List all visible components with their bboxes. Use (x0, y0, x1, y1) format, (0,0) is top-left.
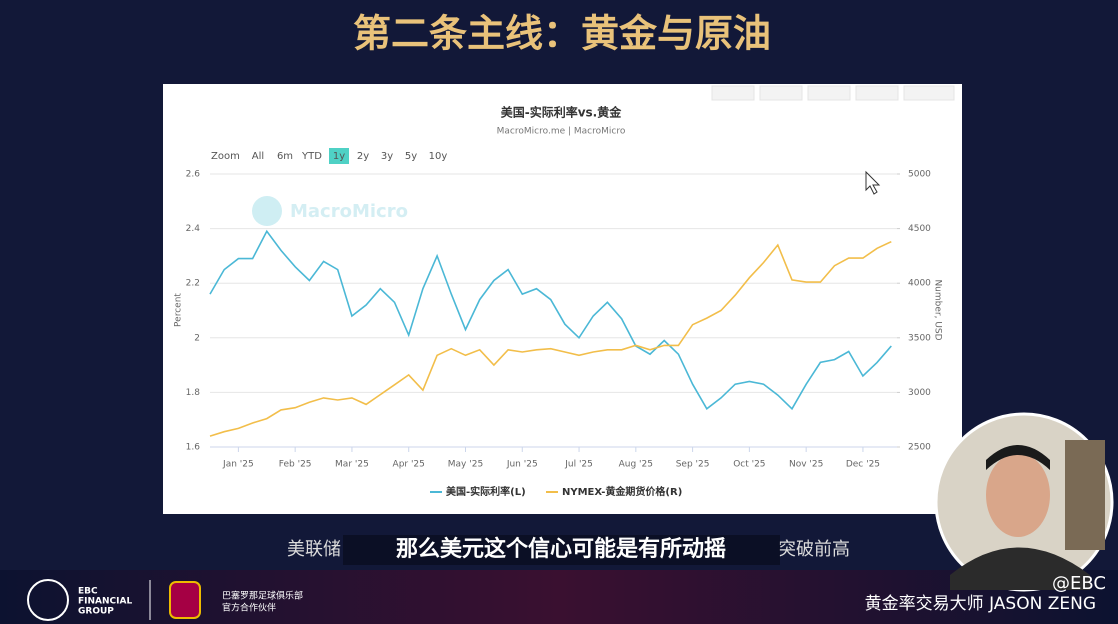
y2-tick-label: 4000 (908, 279, 931, 289)
zoom-button[interactable]: 2y (357, 151, 369, 162)
y2-tick-label: 5000 (908, 170, 931, 180)
chart-subtitle: MacroMicro.me | MacroMicro (497, 127, 626, 137)
brand-text: GROUP (78, 607, 114, 617)
zoom-label: Zoom (211, 151, 240, 162)
zoom-button[interactable]: 10y (429, 151, 448, 162)
y-tick-label: 1.6 (186, 443, 201, 453)
toolbar (711, 85, 955, 101)
series-line (209, 229, 892, 411)
y-tick-label: 2 (194, 333, 200, 343)
caption-behind: 突破前高 (778, 539, 850, 560)
caption: 那么美元这个信心可能是有所动摇 (396, 536, 726, 562)
y-tick-label: 2.4 (186, 224, 201, 234)
caption-behind: 美联储 (287, 539, 341, 560)
x-tick-label: Oct '25 (733, 460, 765, 470)
zoom-button[interactable]: 3y (381, 151, 393, 162)
chart-panel (163, 84, 962, 514)
legend-label: NYMEX-黄金期货价格(R) (562, 485, 682, 498)
presenter: 黄金率交易大师 JASON ZENG (865, 594, 1096, 614)
x-tick-label: May '25 (448, 460, 483, 470)
y-tick-label: 2.6 (186, 170, 201, 180)
y-tick-label: 2.2 (186, 279, 200, 289)
x-tick-label: Jul '25 (564, 460, 593, 470)
zoom-button[interactable]: All (252, 151, 264, 162)
y2-tick-label: 3000 (908, 388, 931, 398)
slide-title: 第二条主线：黄金与原油 (353, 12, 771, 56)
ebc-logo (27, 579, 69, 621)
x-tick-label: Feb '25 (279, 460, 312, 470)
partner-text: 官方合作伙伴 (222, 602, 276, 614)
zoom-button[interactable]: 1y (333, 151, 345, 162)
chart-title: 美国-实际利率vs.黄金 (501, 105, 623, 120)
y-tick-label: 1.8 (186, 388, 201, 398)
partner-text: 巴塞罗那足球俱乐部 (222, 590, 303, 602)
y2-tick-label: 3500 (908, 333, 931, 343)
zoom-button[interactable]: 5y (405, 151, 417, 162)
x-tick-label: Aug '25 (619, 460, 653, 470)
x-tick-label: Nov '25 (789, 460, 823, 470)
zoom-active (329, 148, 349, 164)
zoom-button[interactable]: YTD (301, 151, 322, 162)
y2-axis-title: Number, USD (933, 279, 943, 340)
legend-label: 美国-实际利率(L) (446, 485, 526, 498)
y2-tick-label: 4500 (908, 224, 931, 234)
zoom-button[interactable]: 6m (277, 151, 293, 162)
x-tick-label: Mar '25 (335, 460, 369, 470)
watermark-logo (252, 196, 282, 226)
y2-tick-label: 2500 (908, 443, 931, 453)
caption-bg (343, 535, 780, 565)
x-tick-label: Sep '25 (676, 460, 710, 470)
watermark: MacroMicro (290, 201, 408, 222)
cursor (865, 170, 881, 195)
brand-text: FINANCIAL (78, 597, 132, 607)
x-tick-label: Jan '25 (222, 460, 254, 470)
x-tick-label: Apr '25 (393, 460, 425, 470)
x-tick-label: Jun '25 (506, 460, 538, 470)
barca-logo (169, 581, 201, 619)
x-tick-label: Dec '25 (846, 460, 880, 470)
series-line (209, 240, 892, 437)
brand-text: EBC (78, 587, 98, 597)
y-axis-title: Percent (174, 293, 184, 327)
handle: @EBC (1052, 573, 1106, 594)
webcam (934, 412, 1114, 592)
